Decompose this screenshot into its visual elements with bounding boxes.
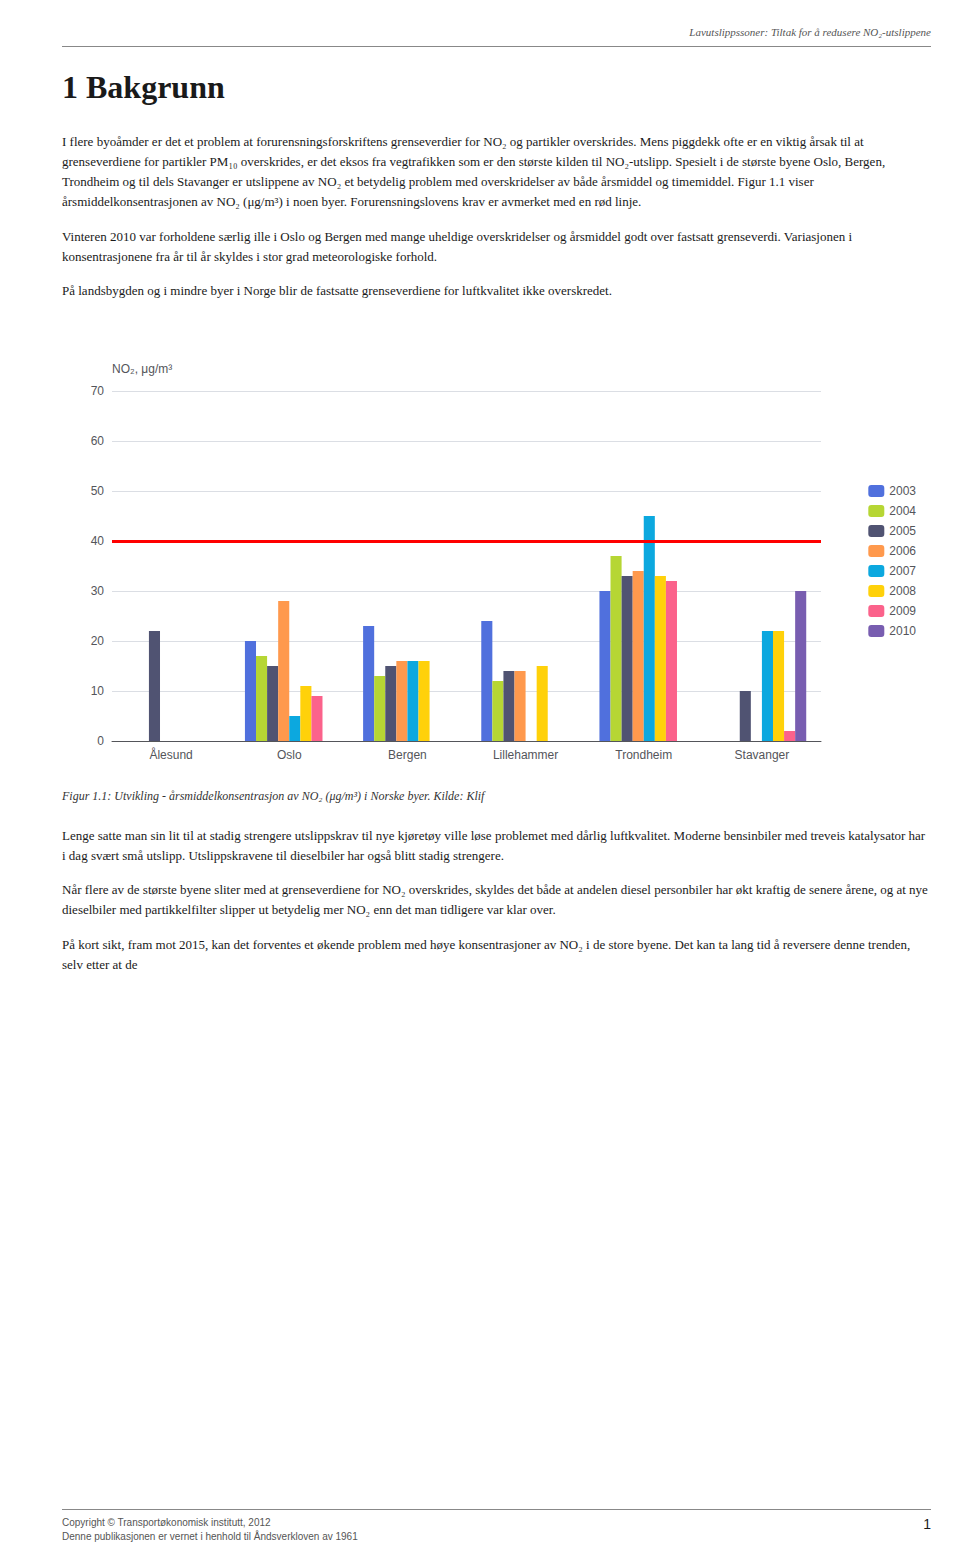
svg-text:2010: 2010 <box>889 624 916 638</box>
html-text:I flere byoåmder er det et pro: I flere byoåmder er det et problem at fo… <box>62 134 886 210</box>
html-text:Copyright © Transportøkonomisk: Copyright © Transportøkonomisk institutt… <box>62 1517 358 1542</box>
svg-text:70: 70 <box>91 384 105 398</box>
svg-text:Lillehammer: Lillehammer <box>493 748 558 762</box>
svg-text:30: 30 <box>91 584 105 598</box>
svg-text:2005: 2005 <box>889 524 916 538</box>
html-text:Figur 1.1: Utvikling - årsmidd: Figur 1.1: Utvikling - årsmiddelkonsentr… <box>62 789 485 803</box>
html-text:1 Bakgrunn: 1 Bakgrunn <box>62 69 225 105</box>
svg-text:2009: 2009 <box>889 604 916 618</box>
svg-text:2004: 2004 <box>889 504 916 518</box>
svg-text:Stavanger: Stavanger <box>735 748 790 762</box>
svg-text:2003: 2003 <box>889 484 916 498</box>
html-text:Når flere av de største byene: Når flere av de største byene sliter med… <box>62 882 928 918</box>
svg-text:2008: 2008 <box>889 584 916 598</box>
svg-text:NO₂, μg/m³: NO₂, μg/m³ <box>112 362 172 376</box>
html-text:Lenge satte man sin lit til at: Lenge satte man sin lit til at stadig st… <box>62 828 926 864</box>
svg-text:Oslo: Oslo <box>277 748 302 762</box>
svg-text:40: 40 <box>91 534 105 548</box>
html-text:1: 1 <box>923 1516 931 1532</box>
svg-text:Ålesund: Ålesund <box>149 747 192 762</box>
svg-text:2007: 2007 <box>889 564 916 578</box>
svg-text:0: 0 <box>97 734 104 748</box>
svg-text:Bergen: Bergen <box>388 748 427 762</box>
svg-text:2006: 2006 <box>889 544 916 558</box>
svg-text:10: 10 <box>91 684 105 698</box>
svg-text:20: 20 <box>91 634 105 648</box>
svg-text:60: 60 <box>91 434 105 448</box>
html-text:Lavutslippssoner: Tiltak for å: Lavutslippssoner: Tiltak for å redusere … <box>689 26 931 38</box>
html-text:På landsbygden og i mindre bye: På landsbygden og i mindre byer i Norge … <box>62 282 612 298</box>
html-text:På kort sikt, fram mot 2015, k: På kort sikt, fram mot 2015, kan det for… <box>62 936 911 972</box>
html-text:Vinteren 2010 var forholdene s: Vinteren 2010 var forholdene særlig ille… <box>62 228 853 264</box>
svg-text:50: 50 <box>91 484 105 498</box>
svg-text:Trondheim: Trondheim <box>615 748 672 762</box>
